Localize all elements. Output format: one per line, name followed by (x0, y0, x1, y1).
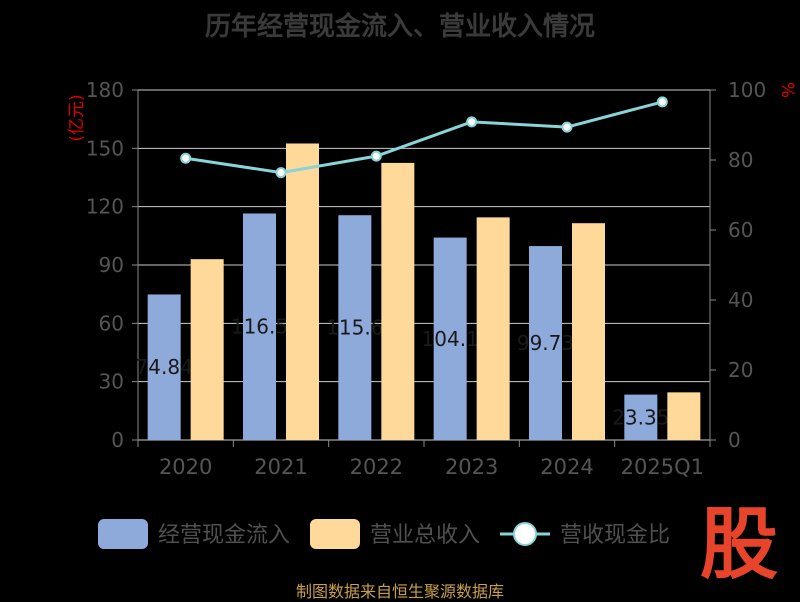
bar-cash-inflow (624, 394, 658, 440)
bar-data-label: 74.84 (136, 355, 193, 379)
line-point (656, 96, 668, 108)
legend-label: 经营现金流入 (158, 523, 290, 548)
line-point (561, 121, 573, 133)
y-right-axis-label: % (777, 82, 797, 98)
chart-title: 历年经营现金流入、营业收入情况 (204, 12, 595, 42)
legend-label: 营收现金比 (560, 523, 670, 548)
line-point (466, 116, 478, 128)
x-tick-label: 2025Q1 (621, 455, 704, 479)
line-point (275, 167, 287, 179)
y-right-tick-label: 0 (728, 428, 741, 452)
bar-revenue (381, 162, 415, 440)
x-tick-label: 2024 (540, 455, 593, 479)
legend-swatch (310, 519, 360, 549)
bar-data-label: 116.5 (231, 315, 288, 339)
bar-revenue (667, 392, 701, 440)
legend-label: 营业总收入 (370, 523, 480, 548)
bar-data-label: 115.6 (326, 316, 383, 340)
x-tick-label: 2022 (350, 455, 403, 479)
y-right-tick-label: 60 (728, 218, 753, 242)
x-tick-label: 2023 (445, 455, 498, 479)
line-point (180, 152, 192, 164)
y-left-tick-label: 150 (86, 136, 124, 160)
y-left-tick-label: 180 (86, 78, 124, 102)
line-cash-revenue-ratio (185, 100, 663, 175)
bar-cash-inflow (433, 237, 467, 440)
y-left-tick-label: 120 (86, 195, 124, 219)
x-tick-label: 2020 (159, 455, 212, 479)
bar-data-label: 99.73 (517, 331, 574, 355)
legend-marker (513, 522, 537, 546)
bar-revenue (286, 143, 319, 440)
y-left-axis-label: (亿元) (67, 94, 87, 141)
legend-swatch (98, 519, 148, 549)
y-left-tick-label: 60 (99, 311, 124, 335)
bar-revenue (572, 223, 605, 440)
y-right-tick-label: 40 (728, 288, 753, 312)
bar-data-label: 23.35 (612, 405, 669, 429)
bar-data-label: 104.1 (422, 327, 479, 351)
y-left-tick-label: 30 (99, 370, 124, 394)
y-left-tick-label: 90 (99, 253, 124, 277)
y-right-tick-label: 100 (728, 78, 766, 102)
y-right-tick-label: 80 (728, 148, 753, 172)
bar-cash-inflow (243, 213, 276, 440)
line-point (370, 150, 382, 162)
bar-revenue (190, 259, 224, 440)
data-source-note: 制图数据来自恒生聚源数据库 (295, 582, 504, 601)
x-tick-label: 2021 (254, 455, 307, 479)
y-right-tick-label: 20 (728, 358, 753, 382)
y-left-tick-label: 0 (111, 428, 124, 452)
stock-logo-icon: 股 (699, 500, 778, 590)
bar-cash-inflow (147, 294, 181, 440)
bar-cash-inflow (338, 215, 372, 440)
bar-cash-inflow (529, 246, 562, 440)
bar-revenue (476, 217, 510, 440)
